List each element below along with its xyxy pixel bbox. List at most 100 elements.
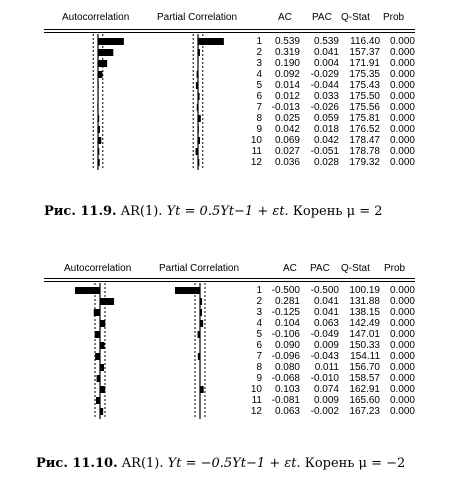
lag-cell: 7 [256,102,262,113]
prob-cell: 0.000 [389,157,415,168]
pac-bar [196,104,198,111]
ac-cell: 0.090 [274,340,300,351]
correlogram-bars-1 [92,34,224,170]
ac-bar [98,71,103,78]
pac-cell: -0.010 [310,373,339,384]
pac-bar [198,126,199,133]
ac-cell: 0.281 [274,296,300,307]
ac-bar [95,353,100,360]
header-rule-top [44,29,415,30]
lag-cell: 8 [256,113,262,124]
lag-cell: 10 [250,384,262,395]
root-text: Корень μ = 2 [292,204,383,219]
lag-cell: 12 [250,157,262,168]
ac-cell: -0.081 [271,395,300,406]
ac-bar [96,375,100,382]
ac-cell: 0.014 [274,80,300,91]
ac-cell: -0.013 [271,102,300,113]
pac-cell: -0.029 [310,69,339,80]
lag-cell: 11 [251,395,262,406]
lag-cell: 9 [256,124,262,135]
ac-bar [100,320,106,327]
lag-cell: 7 [256,351,262,362]
pac-cell: 0.018 [313,124,339,135]
lag-cell: 2 [256,47,262,58]
q-stat-cell: 178.78 [349,146,380,157]
pac-bar [200,320,204,327]
q-stat-cell: 158.57 [349,373,380,384]
autocorrelation-header: Autocorrelation [62,12,130,23]
ac-cell: -0.068 [271,373,300,384]
lag-cell: 11 [251,146,262,157]
ac-bar [100,298,115,305]
ac-bar [98,159,100,166]
pac-bar [200,386,204,393]
ac-cell: 0.539 [274,36,300,47]
ac-bar [98,126,101,133]
prob-cell: 0.000 [389,80,415,91]
figure-caption-2: Рис. 11.10. AR(1). Yt = −0.5Yt−1 + εt. К… [36,456,405,471]
ac-cell: -0.125 [271,307,300,318]
ac-bar [98,82,99,89]
ac-bar [100,364,104,371]
prob-header: Prob [384,263,406,274]
pac-cell: 0.011 [314,362,339,373]
pac-cell: 0.539 [313,36,339,47]
autocorrelation-header: Autocorrelation [64,263,132,274]
ac-bar [97,104,98,111]
ac-bar [98,115,100,122]
ac-cell: 0.036 [274,157,300,168]
pac-cell: 0.041 [313,307,339,318]
ac-cell: 0.092 [274,69,300,80]
ac-bar [93,309,100,316]
prob-cell: 0.000 [389,296,415,307]
ac-bar [75,287,100,294]
ac-bar [98,49,114,56]
q-stat-cell: 171.91 [349,58,380,69]
lag-cell: 1 [256,285,262,296]
prob-cell: 0.000 [389,36,415,47]
pac-cell: -0.026 [310,102,339,113]
ac-cell: 0.063 [274,406,300,417]
model-label: AR(1). [121,456,164,471]
header-rule-top [44,278,415,279]
pac-bar [197,353,200,360]
pac-bar [198,49,200,56]
q-stat-cell: 150.33 [349,340,380,351]
prob-cell: 0.000 [389,124,415,135]
pac-cell: 0.041 [313,47,339,58]
header-rule-bottom [44,32,415,33]
ac-cell: 0.104 [274,318,300,329]
pac-cell: 0.009 [313,340,339,351]
ac-bar [98,93,99,100]
ac-bar [98,60,108,67]
prob-cell: 0.000 [389,135,415,146]
q-stat-cell: 156.70 [349,362,380,373]
ac-bar [94,331,100,338]
ac-bar [95,397,100,404]
equation: Yt = 0.5Yt−1 + εt. [166,204,289,219]
ac-bar [100,408,104,415]
prob-cell: 0.000 [389,329,415,340]
lag-cell: 5 [256,329,262,340]
ac-cell: 0.042 [274,124,300,135]
q-stat-cell: 138.15 [349,307,380,318]
lag-cell: 6 [256,340,262,351]
ac-bar [100,386,106,393]
prob-cell: 0.000 [389,351,415,362]
ac-cell: -0.096 [271,351,300,362]
ac-bar [100,342,105,349]
ac-bar [98,137,102,144]
pac-cell: 0.009 [313,395,339,406]
figure-label: Рис. 11.9. [44,204,117,219]
lag-cell: 5 [256,80,262,91]
q-stat-cell: 162.91 [349,384,380,395]
q-stat-cell: 165.60 [349,395,380,406]
ac-cell: 0.069 [274,135,300,146]
figure-label: Рис. 11.10. [36,456,118,471]
q-stat-cell: 175.56 [349,102,380,113]
prob-cell: 0.000 [389,307,415,318]
prob-cell: 0.000 [389,340,415,351]
pac-bar [200,298,203,305]
prob-cell: 0.000 [389,406,415,417]
